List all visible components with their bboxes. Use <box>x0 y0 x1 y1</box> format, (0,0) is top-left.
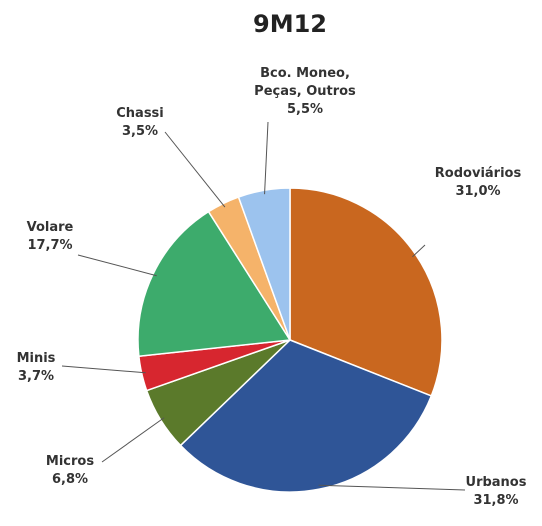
label-value: 6,8% <box>51 472 89 487</box>
label-value: 31,8% <box>473 493 519 508</box>
label-value: 5,5% <box>286 102 324 117</box>
data-label: Bco. Moneo, Peças, Outros 5,5% <box>243 65 368 119</box>
leader-line <box>412 244 426 258</box>
label-name: Chassi <box>116 106 164 121</box>
pie-slice <box>137 210 292 358</box>
label-name: Micros <box>45 454 95 469</box>
leader-line <box>101 417 165 463</box>
leader-line <box>318 484 466 491</box>
pie-slice <box>179 339 433 493</box>
label-value: 17,7% <box>27 238 73 253</box>
label-value: 3,7% <box>17 369 55 384</box>
pie-slice <box>237 187 291 341</box>
label-name: Urbanos <box>465 475 527 490</box>
data-label: Micros 6,8% <box>46 453 94 489</box>
chart-title: 9M12 <box>253 10 327 38</box>
label-value: 3,5% <box>121 124 159 139</box>
leader-line <box>264 121 269 195</box>
label-name: Volare <box>26 220 74 235</box>
leader-line <box>164 131 226 208</box>
label-name: Rodoviários <box>434 166 522 181</box>
label-name: Bco. Moneo, Peças, Outros <box>254 66 356 99</box>
label-value: 31,0% <box>455 184 501 199</box>
leader-line <box>61 365 146 374</box>
data-label: Chassi 3,5% <box>116 105 164 141</box>
data-label: Minis 3,7% <box>17 350 56 386</box>
data-label: Volare 17,7% <box>27 219 74 255</box>
data-label: Urbanos 31,8% <box>466 474 527 510</box>
data-label: Rodoviários 31,0% <box>435 165 521 201</box>
label-name: Minis <box>16 351 56 366</box>
pie-slice <box>289 187 443 397</box>
leader-line <box>77 254 157 277</box>
